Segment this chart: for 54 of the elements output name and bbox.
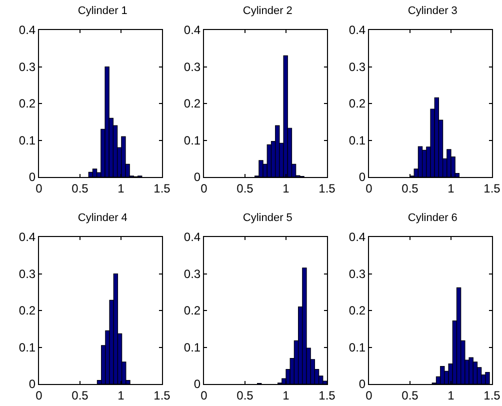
x-tick-label: 1 <box>448 181 455 196</box>
y-tick-label: 0.4 <box>184 23 201 38</box>
y-tick-label: 0.4 <box>184 230 201 244</box>
y-tick-label: 0.1 <box>348 340 366 354</box>
x-tick-label: 1 <box>118 181 125 196</box>
y-tick-label: 0.2 <box>184 304 201 318</box>
y-tick-label: 0 <box>358 170 366 184</box>
y-tick-label: 0.1 <box>18 133 36 148</box>
x-tick-label: 0.5 <box>72 388 89 402</box>
x-tick-label: 1 <box>118 388 125 402</box>
y-tick-label: 0.4 <box>348 230 366 244</box>
y-tick-label: 0.4 <box>18 23 36 38</box>
y-tick-label: 0.1 <box>184 133 201 148</box>
chart-title: Cylinder 1 <box>78 4 128 17</box>
y-tick-label: 0.2 <box>18 96 36 111</box>
chart-title: Cylinder 4 <box>78 212 128 224</box>
y-tick-label: 0.3 <box>348 266 366 281</box>
y-tick-label: 0.2 <box>184 96 201 111</box>
x-tick-label: 0.5 <box>402 181 419 196</box>
y-tick-label: 0.1 <box>184 340 201 354</box>
y-tick-label: 0 <box>28 377 36 392</box>
y-tick-label: 0 <box>28 170 36 184</box>
y-tick-label: 0.4 <box>18 230 36 244</box>
y-tick-label: 0.1 <box>18 340 36 354</box>
x-tick-label: 1 <box>282 181 290 196</box>
y-tick-label: 0.3 <box>348 60 366 74</box>
x-tick-label: 1.5 <box>318 388 336 402</box>
chart-title: Cylinder 6 <box>408 212 458 224</box>
x-tick-label: 1.5 <box>154 181 171 196</box>
x-tick-label: 0.5 <box>236 388 254 402</box>
y-tick-label: 0 <box>194 170 201 184</box>
y-tick-label: 0 <box>194 377 201 392</box>
x-tick-label: 0.5 <box>236 181 254 196</box>
chart-title: Cylinder 2 <box>242 4 292 17</box>
y-tick-label: 0 <box>358 377 366 392</box>
x-tick-label: 0.5 <box>72 181 89 196</box>
x-tick-label: 0.5 <box>402 388 419 402</box>
y-tick-label: 0.2 <box>18 304 36 318</box>
x-tick-label: 1.5 <box>318 181 336 196</box>
x-tick-label: 1 <box>448 388 455 402</box>
y-tick-label: 0.4 <box>348 23 366 38</box>
x-tick-label: 1 <box>282 388 290 402</box>
y-tick-label: 0.3 <box>18 266 36 281</box>
y-tick-label: 0.1 <box>348 133 366 148</box>
y-tick-label: 0.2 <box>348 304 366 318</box>
chart-title: Cylinder 5 <box>242 212 292 224</box>
y-tick-label: 0.3 <box>18 60 36 74</box>
x-tick-label: 1.5 <box>154 388 171 402</box>
y-tick-label: 0.3 <box>184 266 201 281</box>
chart-title: Cylinder 3 <box>408 4 458 17</box>
x-tick-label: 1.5 <box>484 181 501 196</box>
y-tick-label: 0.3 <box>184 60 201 74</box>
x-tick-label: 1.5 <box>484 388 501 402</box>
y-tick-label: 0.2 <box>348 96 366 111</box>
